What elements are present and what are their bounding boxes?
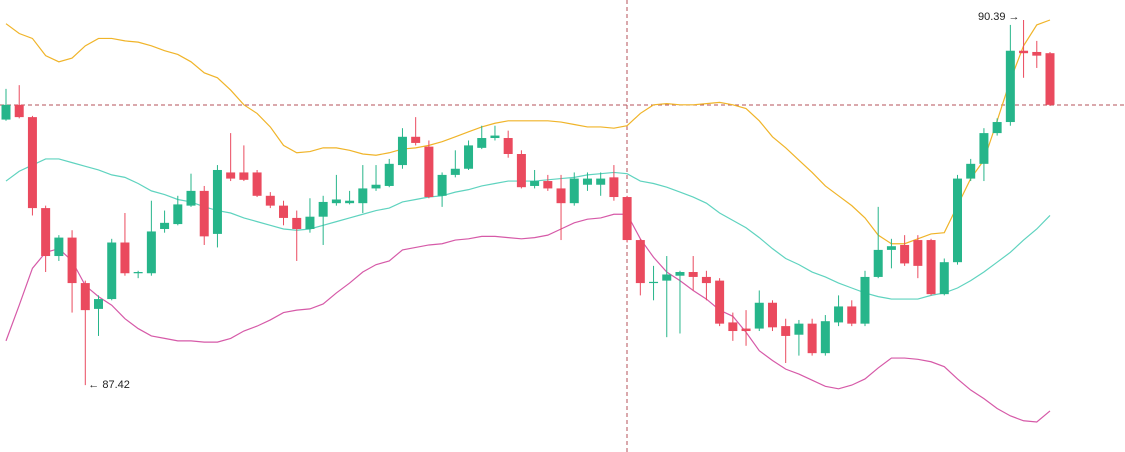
candle-body xyxy=(741,328,751,332)
candle-body xyxy=(794,323,804,335)
candle-body xyxy=(318,201,328,217)
candle-body xyxy=(477,138,487,148)
candle-body xyxy=(173,204,183,225)
candle-body xyxy=(952,178,962,263)
band-line xyxy=(5,158,1051,300)
candle-body xyxy=(820,321,830,354)
candle-body xyxy=(516,154,526,188)
candle-body xyxy=(569,178,579,204)
candle-body xyxy=(146,231,156,274)
candle-body xyxy=(252,172,262,196)
candle-body xyxy=(67,237,77,284)
candle-body xyxy=(345,200,355,204)
band-line xyxy=(5,213,1051,423)
candle-body xyxy=(543,181,553,189)
candle-body xyxy=(490,135,500,139)
candle-body xyxy=(728,322,738,332)
candle-body xyxy=(226,172,236,179)
candle-body xyxy=(384,163,394,186)
candle-body xyxy=(701,276,711,284)
candle-body xyxy=(556,188,566,204)
candle-body xyxy=(596,178,606,185)
candle-body xyxy=(120,242,130,274)
candle-body xyxy=(411,136,421,143)
candle-body xyxy=(582,178,592,185)
candle-body xyxy=(688,272,698,277)
candle-body xyxy=(781,326,791,336)
candle-body xyxy=(265,195,275,206)
candle-body xyxy=(239,172,249,180)
candle-body xyxy=(80,283,90,311)
candle-body xyxy=(754,302,764,329)
candle-body xyxy=(900,244,910,264)
candle-body xyxy=(54,237,64,257)
candle-body xyxy=(279,205,289,218)
candle-body xyxy=(14,104,24,118)
candle-body xyxy=(199,190,209,237)
candle-body xyxy=(913,240,923,266)
candle-body xyxy=(926,240,936,295)
candle-body xyxy=(437,174,447,196)
candle-body xyxy=(305,216,315,229)
candle-body xyxy=(1,104,11,120)
candle-body xyxy=(371,184,381,189)
candle-body xyxy=(834,306,844,323)
candle-body xyxy=(186,190,196,206)
candle-body xyxy=(886,246,896,250)
candle-body xyxy=(503,138,513,154)
candle-body xyxy=(1019,50,1029,54)
labels: 90.39 → ← 87.42 xyxy=(88,11,1019,391)
band-line xyxy=(5,19,1051,245)
candle-body xyxy=(992,122,1002,134)
candle-body xyxy=(424,146,434,198)
candle-body xyxy=(662,274,672,281)
candle-body xyxy=(966,163,976,179)
candle-body xyxy=(94,299,104,309)
max-label: 90.39 → xyxy=(978,11,1020,23)
candle-body xyxy=(331,199,341,204)
candle-body xyxy=(212,169,222,234)
candle-body xyxy=(609,177,619,198)
candle-body xyxy=(41,208,51,257)
candle-body xyxy=(27,117,37,209)
candle-body xyxy=(979,133,989,164)
candle-body xyxy=(1005,50,1015,123)
candles xyxy=(1,20,1055,386)
candle-body xyxy=(292,217,302,229)
candle-body xyxy=(715,280,725,324)
candle-body xyxy=(133,272,143,274)
candle-body xyxy=(464,145,474,169)
candle-body xyxy=(450,168,460,175)
candle-body xyxy=(1032,51,1042,56)
candle-body xyxy=(873,249,883,277)
bands xyxy=(5,19,1051,423)
candle-body xyxy=(649,281,659,284)
candle-body xyxy=(767,302,777,328)
candle-body xyxy=(847,306,857,324)
candle-body xyxy=(397,136,407,166)
candle-body xyxy=(107,242,117,300)
candle-body xyxy=(622,197,632,241)
candle-body xyxy=(675,272,685,276)
candle-body xyxy=(635,240,645,284)
candle-body xyxy=(358,188,368,204)
candle-body xyxy=(807,323,817,354)
candle-body xyxy=(160,222,170,229)
candle-body xyxy=(860,276,870,324)
candle-body xyxy=(530,181,540,186)
candle-body xyxy=(1045,53,1055,105)
min-label: ← 87.42 xyxy=(88,379,130,391)
candle-body xyxy=(939,262,949,295)
